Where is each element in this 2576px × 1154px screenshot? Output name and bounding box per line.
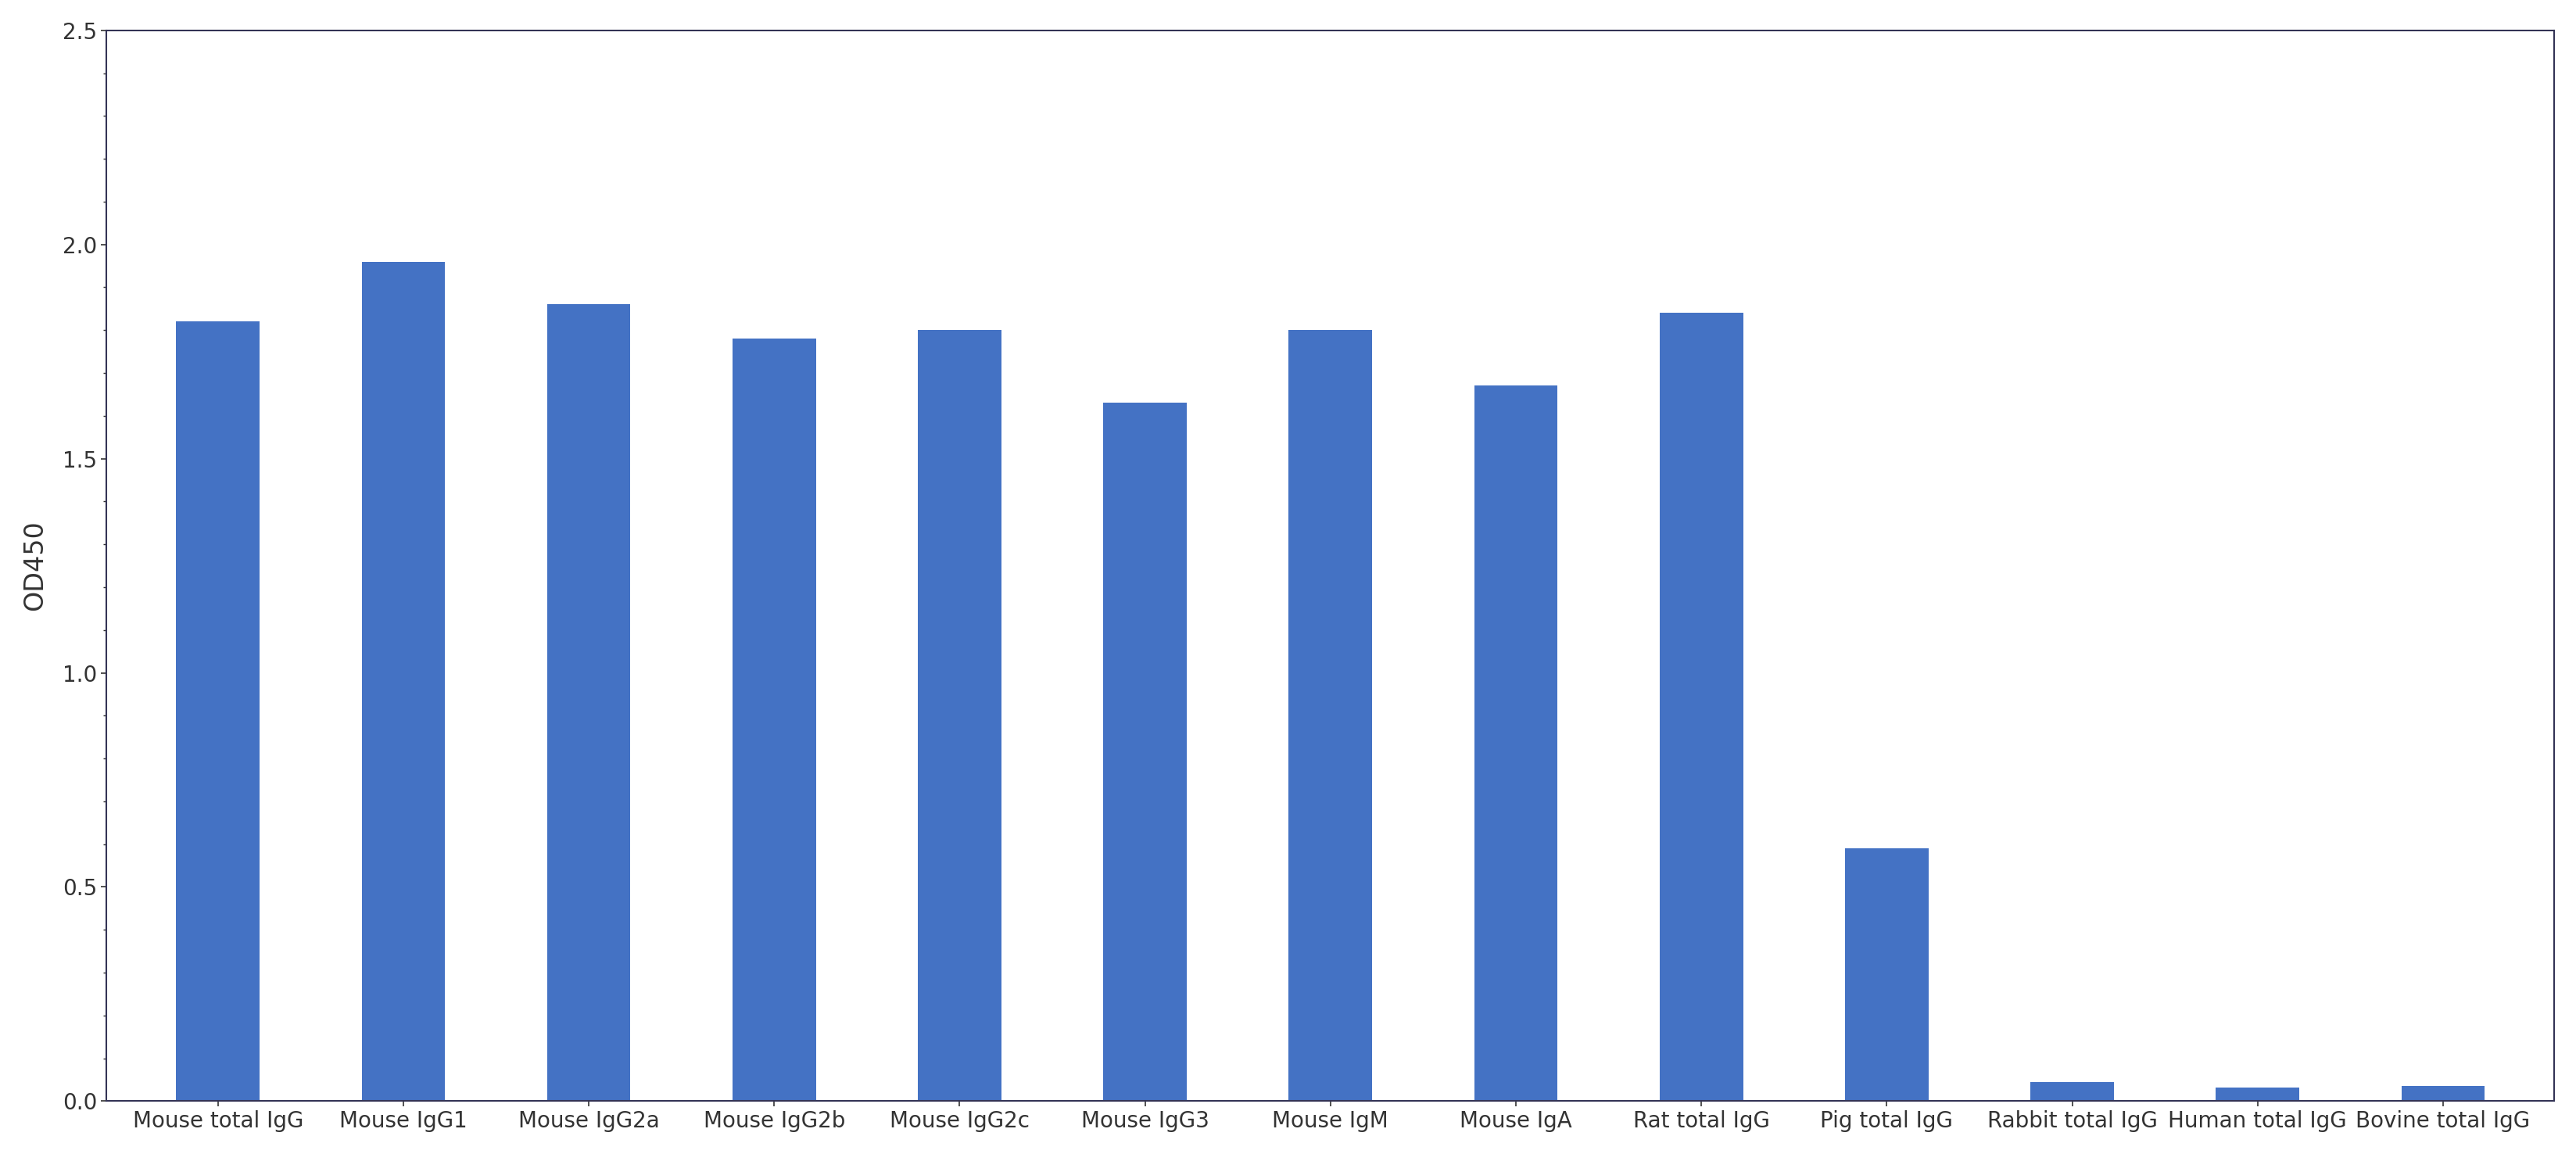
Bar	[546, 305, 631, 1101]
Bar	[361, 262, 446, 1101]
Y-axis label: OD450: OD450	[21, 520, 46, 610]
Bar	[1844, 848, 1929, 1101]
Bar	[2215, 1087, 2300, 1101]
Bar	[2401, 1086, 2486, 1101]
Bar	[1103, 403, 1188, 1101]
Bar	[1288, 330, 1373, 1101]
Bar	[1473, 385, 1558, 1101]
Bar	[917, 330, 1002, 1101]
Bar	[732, 339, 817, 1101]
Bar	[1659, 313, 1744, 1101]
Bar	[175, 322, 260, 1101]
Bar	[2030, 1082, 2115, 1101]
